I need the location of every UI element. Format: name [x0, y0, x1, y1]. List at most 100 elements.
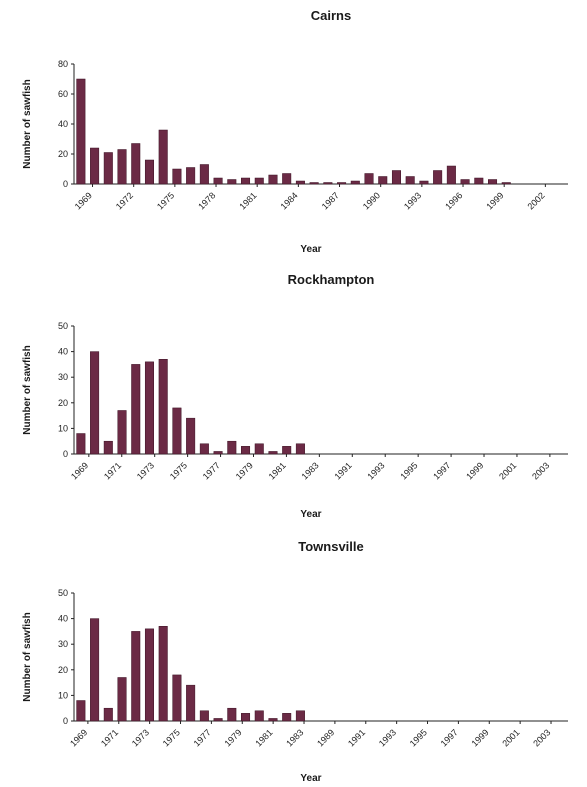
x-tick-label: 1991 — [346, 727, 367, 748]
bar-1983 — [268, 451, 278, 455]
bar-1991 — [378, 176, 388, 185]
bar-1982 — [254, 443, 264, 455]
bar-1972 — [117, 149, 127, 185]
y-tick-label: 40 — [58, 119, 68, 129]
x-tick-label: 1999 — [469, 727, 490, 748]
x-tick-label: 1978 — [196, 190, 217, 211]
chart-rockhampton: Rockhampton Number of sawfish Year 0 10 20 30 4… — [22, 272, 568, 520]
bar-1987 — [323, 182, 333, 185]
x-tick-label: 1999 — [464, 460, 485, 481]
bar-1985 — [295, 443, 305, 455]
bar-1997 — [460, 179, 470, 185]
bar-1984 — [282, 446, 292, 455]
bar-1971 — [103, 440, 113, 455]
bar-1980 — [227, 179, 237, 185]
bar-1977 — [186, 167, 196, 185]
y-tick-label: 80 — [58, 59, 68, 69]
x-tick-label: 1969 — [69, 460, 90, 481]
bar-1988 — [337, 182, 347, 185]
bar-1970 — [90, 618, 100, 722]
x-tick-label: 1990 — [361, 190, 382, 211]
bar-1978 — [199, 164, 209, 185]
bar-1976 — [172, 168, 182, 185]
y-tick-label: 30 — [58, 639, 68, 649]
y-axis-label: Number of sawfish — [22, 612, 33, 701]
bar-1999 — [488, 179, 498, 185]
x-tick-label: 1972 — [114, 190, 135, 211]
x-tick-label: 1996 — [443, 190, 464, 211]
x-tick-label: 1997 — [431, 460, 452, 481]
x-tick-label: 1987 — [320, 190, 341, 211]
bar-1994 — [419, 180, 429, 185]
y-tick-label: 50 — [58, 321, 68, 331]
x-tick-label: 2001 — [497, 460, 518, 481]
y-tick-label: 10 — [58, 690, 68, 700]
x-tick-label: 1981 — [253, 727, 274, 748]
x-tick-label: 1969 — [68, 727, 89, 748]
bar-1989 — [350, 180, 360, 185]
y-tick-label: 60 — [58, 89, 68, 99]
x-tick-label: 1999 — [484, 190, 505, 211]
x-tick-label: 1973 — [135, 460, 156, 481]
bar-1983 — [268, 718, 278, 722]
bar-1979 — [213, 718, 223, 722]
bar-1969 — [76, 700, 86, 722]
x-tick-label: 2001 — [500, 727, 521, 748]
y-tick-label: 40 — [58, 614, 68, 624]
x-tick-label: 1975 — [155, 190, 176, 211]
x-axis-label: Year — [300, 244, 321, 255]
bar-1973 — [131, 143, 141, 185]
bar-1980 — [227, 440, 237, 455]
bar-1976 — [172, 407, 182, 455]
bar-1981 — [241, 713, 251, 722]
bar-1973 — [131, 364, 141, 455]
x-tick-label: 1975 — [161, 727, 182, 748]
x-tick-label: 2003 — [531, 727, 552, 748]
x-tick-label: 1977 — [201, 460, 222, 481]
bar-1992 — [391, 170, 401, 185]
bar-1993 — [405, 176, 415, 185]
chart-townsville: Townsville Number of sawfish Year 0 10 20 30 40… — [22, 539, 568, 784]
y-tick-label: 0 — [63, 449, 68, 459]
x-tick-label: 1977 — [192, 727, 213, 748]
bar-1975 — [158, 129, 168, 185]
bar-1983 — [268, 174, 278, 185]
x-tick-label: 1971 — [99, 727, 120, 748]
bar-1974 — [144, 361, 154, 455]
y-axis-label: Number of sawfish — [22, 79, 33, 168]
bar-1985 — [295, 180, 305, 185]
bar-1973 — [131, 631, 141, 722]
bar-1984 — [282, 173, 292, 185]
bar-1971 — [103, 707, 113, 722]
y-tick-label: 10 — [58, 423, 68, 433]
y-tick-label: 20 — [58, 398, 68, 408]
bar-1986 — [309, 182, 319, 185]
y-tick-label: 0 — [63, 716, 68, 726]
y-tick-label: 0 — [63, 179, 68, 189]
bar-1981 — [241, 177, 251, 185]
x-tick-label: 1993 — [377, 727, 398, 748]
bar-2000 — [501, 182, 511, 185]
x-tick-label: 1971 — [102, 460, 123, 481]
chart-title: Townsville — [298, 539, 364, 554]
bar-1998 — [474, 177, 484, 185]
bar-1975 — [158, 359, 168, 455]
bar-1974 — [144, 159, 154, 185]
chart-title: Cairns — [311, 8, 351, 23]
bar-1977 — [186, 417, 196, 455]
x-tick-label: 1973 — [130, 727, 151, 748]
bar-1972 — [117, 410, 127, 455]
bar-1971 — [103, 152, 113, 185]
x-tick-label: 1989 — [315, 727, 336, 748]
chart-cairns: Cairns Number of sawfish Year 0 20 40 60 80 1969… — [22, 8, 568, 255]
x-tick-label: 1995 — [398, 460, 419, 481]
x-tick-label: 1984 — [279, 190, 300, 211]
x-tick-label: 1969 — [73, 190, 94, 211]
x-tick-label: 1983 — [300, 460, 321, 481]
x-tick-label: 1983 — [284, 727, 305, 748]
bar-1974 — [144, 628, 154, 722]
bar-1981 — [241, 446, 251, 455]
bar-1977 — [186, 684, 196, 722]
bar-1978 — [199, 710, 209, 722]
